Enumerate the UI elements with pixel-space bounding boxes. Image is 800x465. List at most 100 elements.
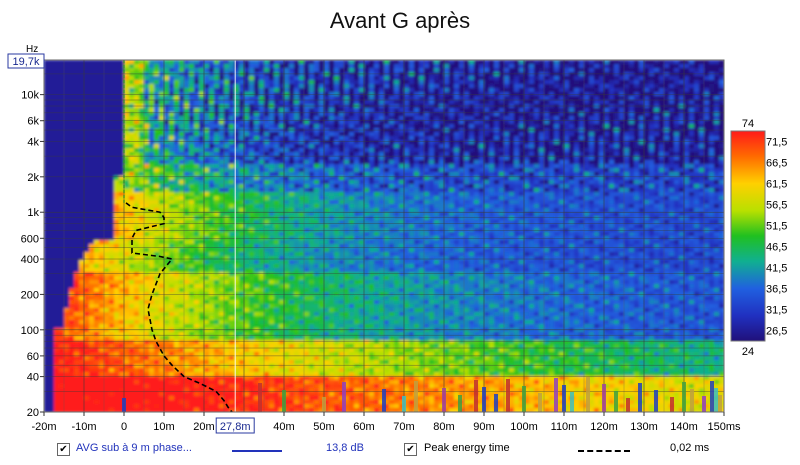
heatmap-cell (469, 108, 475, 113)
heatmap-cell (334, 196, 340, 201)
heatmap-cell (599, 156, 605, 161)
heatmap-cell (144, 196, 150, 201)
heatmap-cell (209, 136, 215, 141)
heatmap-cell (229, 136, 235, 141)
heatmap-cell (139, 80, 145, 85)
heatmap-cell (139, 88, 145, 93)
heatmap-cell (224, 164, 230, 169)
spectrogram-chart[interactable]: -20m -10m 0 10m 20m 40m 50m 60m 70m 80m 90m 100m 110… (0, 0, 800, 440)
heatmap-cell (639, 160, 645, 165)
heatmap-cell (139, 68, 145, 73)
heatmap-cell (614, 116, 620, 121)
heatmap-cell (84, 60, 90, 65)
heatmap-cell (389, 144, 395, 149)
heatmap-cell (344, 128, 350, 133)
heatmap-cell (424, 148, 430, 153)
heatmap-cell (234, 96, 240, 101)
heatmap-cell (549, 112, 555, 117)
heatmap-cell (179, 68, 185, 73)
heatmap-cell (79, 92, 85, 97)
heatmap-cell (614, 60, 620, 65)
heatmap-cell (279, 64, 285, 69)
heatmap-cell (164, 84, 170, 89)
heatmap-cell (649, 148, 655, 153)
heatmap-cell (339, 80, 345, 85)
heatmap-cell (569, 144, 575, 149)
heatmap-cell (219, 204, 225, 209)
heatmap-cell (429, 180, 435, 185)
heatmap-cell (99, 92, 105, 97)
heatmap-cell (124, 148, 130, 153)
heatmap-cell (324, 140, 330, 145)
heatmap-cell (699, 180, 705, 185)
heatmap-cell (679, 144, 685, 149)
heatmap-cell (259, 100, 265, 105)
heatmap-cell (679, 80, 685, 85)
heatmap-cell (74, 180, 80, 185)
heatmap-cell (249, 200, 255, 205)
heatmap-cell (229, 132, 235, 137)
heatmap-cell (449, 168, 455, 173)
heatmap-cell (404, 180, 410, 185)
heatmap-cell (89, 184, 95, 189)
heatmap-cell (79, 104, 85, 109)
heatmap-cell (459, 200, 465, 205)
heatmap-cell (174, 64, 180, 69)
heatmap-cell (399, 196, 405, 201)
heatmap-cell (374, 136, 380, 141)
heatmap-cell (309, 176, 315, 181)
heatmap-cell (414, 164, 420, 169)
heatmap-cell (99, 192, 105, 197)
heatmap-cell (229, 156, 235, 161)
heatmap-cell (214, 108, 220, 113)
heatmap-cell (59, 200, 65, 205)
heatmap-cell (279, 100, 285, 105)
heatmap-cell (294, 176, 300, 181)
heatmap-cell (349, 120, 355, 125)
heatmap-cell (389, 160, 395, 165)
heatmap-cell (109, 84, 115, 89)
heatmap-cell (299, 140, 305, 145)
heatmap-cell (569, 184, 575, 189)
heatmap-cell (599, 184, 605, 189)
heatmap-cell (49, 68, 55, 73)
heatmap-cell (189, 60, 195, 65)
heatmap-cell (254, 104, 260, 109)
heatmap-cell (544, 176, 550, 181)
heatmap-cell (599, 132, 605, 137)
heatmap-cell (469, 176, 475, 181)
heatmap-cell (84, 152, 90, 157)
heatmap-cell (564, 88, 570, 93)
heatmap-cell (194, 92, 200, 97)
heatmap-cell (214, 140, 220, 145)
heatmap-cell (664, 156, 670, 161)
heatmap-cell (204, 148, 210, 153)
heatmap-cell (169, 96, 175, 101)
heatmap-cell (659, 80, 665, 85)
heatmap-cell (519, 72, 525, 77)
heatmap-cell (384, 60, 390, 65)
heatmap-cell (619, 152, 625, 157)
heatmap-cell (109, 120, 115, 125)
heatmap-cell (719, 92, 724, 97)
heatmap-cell (644, 80, 650, 85)
heatmap-cell (659, 184, 665, 189)
heatmap-cell (444, 116, 450, 121)
heatmap-cell (334, 120, 340, 125)
heatmap-cell (549, 72, 555, 77)
heatmap-cell (554, 76, 560, 81)
heatmap-cell (239, 176, 245, 181)
heatmap-cell (409, 176, 415, 181)
heatmap-cell (529, 124, 535, 129)
heatmap-cell (624, 128, 630, 133)
heatmap-cell (324, 184, 330, 189)
heatmap-cell (574, 176, 580, 181)
heatmap-cell (184, 64, 190, 69)
heatmap-cell (314, 124, 320, 129)
heatmap-cell (589, 168, 595, 173)
heatmap-cell (429, 128, 435, 133)
heatmap-cell (354, 120, 360, 125)
heatmap-cell (464, 188, 470, 193)
heatmap-cell (209, 144, 215, 149)
heatmap-cell (509, 180, 515, 185)
